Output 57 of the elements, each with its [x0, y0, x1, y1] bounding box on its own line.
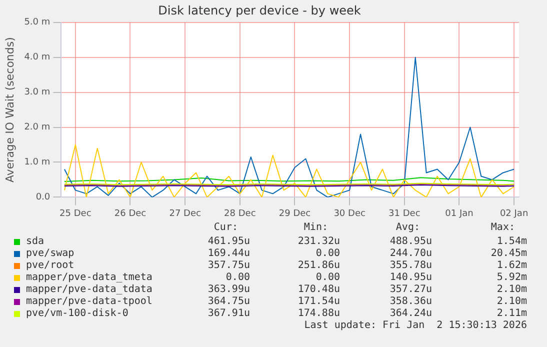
text: 461.95u	[208, 236, 250, 247]
y-tick-label: 3.0 m	[24, 88, 50, 98]
y-tick-label: 4.0 m	[24, 52, 50, 63]
text: 1.54m	[496, 236, 527, 247]
legend-label: sda	[26, 236, 44, 247]
text: 169.44u	[208, 248, 250, 259]
y-tick-label: 2.0 m	[24, 122, 50, 133]
text: 2.10m	[496, 284, 527, 295]
text: 244.70u	[390, 248, 432, 259]
text: Max:	[490, 222, 515, 233]
text: 5.92m	[496, 272, 527, 283]
y-tick-label: 1.0 m	[24, 158, 50, 168]
legend-label: mapper/pve-data_tmeta	[26, 272, 152, 283]
text: 2.10m	[496, 296, 527, 307]
x-tick-label: 02 Jan	[500, 208, 528, 219]
text: 358.36u	[390, 296, 432, 307]
chart-title: Disk latency per device - by week	[158, 3, 361, 18]
text: 364.24u	[390, 308, 432, 319]
text: Avg:	[396, 222, 420, 233]
x-tick-label: 27 Dec	[169, 208, 201, 219]
text: 174.88u	[298, 308, 340, 319]
legend-label: pve/vm-100-disk-0	[26, 308, 128, 319]
y-tick-label: 0.0	[36, 192, 50, 203]
text: 488.95u	[390, 236, 432, 247]
text: 0.00	[316, 248, 340, 259]
x-tick-label: 28 Dec	[224, 208, 256, 219]
text: 2.11m	[496, 308, 527, 319]
legend-label: mapper/pve-data_tdata	[26, 284, 152, 295]
x-tick-label: 31 Dec	[388, 208, 420, 219]
x-tick-label: 01 Jan	[445, 208, 474, 219]
x-tick-label: 26 Dec	[114, 208, 146, 219]
text: 355.78u	[390, 260, 432, 271]
text: Last update: Fri Jan 2 15:30:13 2026	[304, 320, 527, 331]
x-tick-label: 25 Dec	[60, 208, 92, 219]
text: 364.75u	[208, 296, 250, 307]
y-tick-label: 5.0 m	[24, 18, 50, 28]
text: 251.86u	[298, 260, 340, 271]
text: 357.75u	[208, 260, 250, 271]
text: 357.27u	[390, 284, 432, 295]
text: Min:	[304, 222, 328, 233]
text: 0.00	[226, 272, 250, 283]
text: 367.91u	[208, 308, 250, 319]
x-tick-label: 29 Dec	[278, 208, 311, 219]
legend-label: pve/root	[26, 260, 74, 271]
text: 363.99u	[208, 284, 250, 295]
x-tick-label: 30 Dec	[334, 208, 366, 219]
y-axis-title: Average IO Wait (seconds)	[3, 37, 16, 182]
text: 170.48u	[298, 284, 340, 295]
text: 0.00	[316, 272, 340, 283]
legend-label: pve/swap	[26, 248, 74, 259]
legend-label: mapper/pve-data-tpool	[26, 296, 152, 307]
text: 20.45m	[490, 248, 527, 259]
text: 140.95u	[390, 272, 432, 283]
text: Cur:	[214, 222, 238, 233]
text: 1.62m	[496, 260, 527, 271]
text: 171.54u	[298, 296, 340, 307]
text: 231.32u	[298, 236, 340, 247]
